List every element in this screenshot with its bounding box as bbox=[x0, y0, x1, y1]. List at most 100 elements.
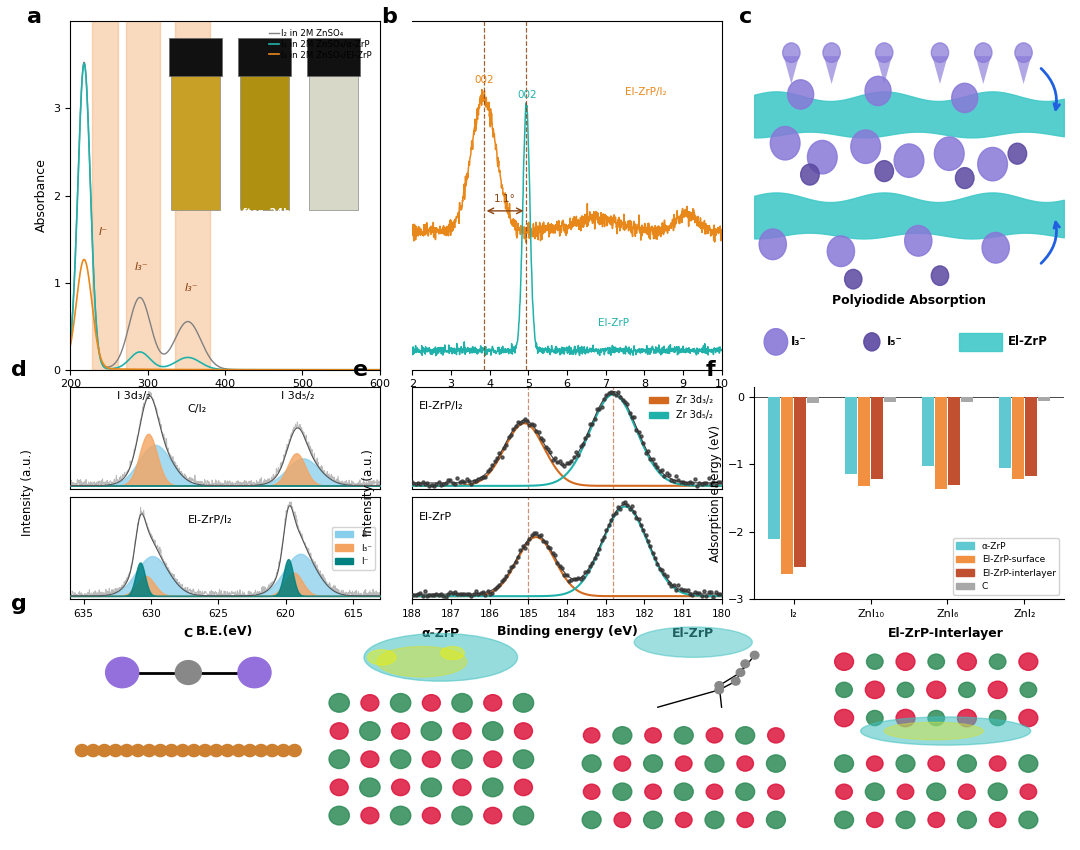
Point bbox=[474, 585, 491, 598]
Point bbox=[660, 576, 677, 590]
Point bbox=[665, 578, 683, 592]
Point bbox=[613, 394, 631, 407]
Point bbox=[549, 456, 566, 469]
I₂ in 2M ZnSO₄ bbox=[261, 365, 274, 375]
Text: 002: 002 bbox=[517, 90, 537, 100]
Point bbox=[718, 474, 735, 488]
Circle shape bbox=[106, 657, 138, 688]
Point bbox=[637, 528, 654, 541]
Point bbox=[621, 502, 638, 516]
Circle shape bbox=[361, 808, 379, 824]
I₂ in 2M ZnSO₄/El-ZrP bbox=[78, 254, 91, 264]
Point bbox=[674, 475, 691, 489]
Circle shape bbox=[644, 811, 662, 829]
Circle shape bbox=[255, 745, 268, 756]
Point bbox=[482, 587, 499, 601]
Point bbox=[528, 526, 545, 540]
Text: α-ZrP: α-ZrP bbox=[421, 627, 460, 640]
Polygon shape bbox=[824, 56, 839, 84]
Circle shape bbox=[768, 785, 784, 799]
Bar bbox=[1025, 397, 1037, 476]
Point bbox=[411, 477, 429, 490]
Point bbox=[639, 444, 657, 457]
Point bbox=[644, 452, 661, 466]
Circle shape bbox=[959, 785, 975, 799]
I₂ in 2M ZnSO₄/α-ZrP bbox=[78, 59, 91, 69]
Point bbox=[454, 587, 471, 601]
Point bbox=[656, 567, 673, 581]
Text: g: g bbox=[11, 593, 27, 614]
Circle shape bbox=[98, 745, 111, 756]
I₂ in 2M ZnSO₄/El-ZrP bbox=[252, 365, 265, 375]
Point bbox=[704, 590, 721, 604]
Point bbox=[551, 454, 568, 468]
Circle shape bbox=[391, 807, 410, 824]
Point bbox=[575, 570, 592, 584]
Point bbox=[546, 451, 564, 465]
Point bbox=[514, 539, 531, 552]
Point bbox=[651, 563, 669, 576]
Point bbox=[556, 568, 573, 581]
I₂ in 2M ZnSO₄/α-ZrP bbox=[244, 365, 257, 375]
Point bbox=[613, 496, 631, 510]
Bar bbox=[935, 397, 947, 489]
Point bbox=[686, 472, 703, 485]
Point bbox=[553, 457, 570, 471]
Point bbox=[686, 586, 703, 599]
Circle shape bbox=[199, 745, 212, 756]
Circle shape bbox=[329, 807, 349, 824]
Point bbox=[507, 555, 524, 569]
Point bbox=[518, 414, 536, 428]
Bar bbox=[885, 397, 896, 401]
Point bbox=[546, 548, 564, 562]
Point bbox=[442, 586, 459, 599]
Point bbox=[402, 473, 419, 487]
Point bbox=[551, 559, 568, 573]
Point bbox=[386, 586, 403, 600]
Point bbox=[444, 476, 461, 490]
Ellipse shape bbox=[861, 717, 1030, 745]
Circle shape bbox=[735, 783, 755, 801]
Circle shape bbox=[484, 694, 502, 711]
Point bbox=[619, 499, 636, 513]
Circle shape bbox=[1018, 755, 1038, 772]
Text: I₅⁻: I₅⁻ bbox=[888, 336, 903, 348]
Bar bbox=[999, 397, 1011, 468]
Text: e: e bbox=[353, 360, 368, 380]
Ellipse shape bbox=[364, 633, 517, 681]
Circle shape bbox=[582, 755, 602, 772]
Point bbox=[567, 445, 584, 458]
Point bbox=[456, 475, 473, 489]
Circle shape bbox=[865, 681, 885, 699]
Legend: Zr 3d₃/₂, Zr 3d₅/₂: Zr 3d₃/₂, Zr 3d₅/₂ bbox=[645, 392, 717, 424]
Ellipse shape bbox=[634, 627, 753, 657]
Circle shape bbox=[751, 651, 759, 659]
Point bbox=[542, 541, 559, 555]
Bar bbox=[781, 397, 793, 574]
Text: El-ZrP: El-ZrP bbox=[672, 627, 714, 640]
Point bbox=[611, 390, 629, 404]
Circle shape bbox=[153, 745, 167, 756]
I₂ in 2M ZnSO₄/El-ZrP bbox=[374, 365, 387, 375]
Point bbox=[409, 587, 427, 601]
Text: El-ZrP/I₂: El-ZrP/I₂ bbox=[418, 401, 463, 411]
Circle shape bbox=[765, 329, 787, 355]
Point bbox=[700, 586, 717, 599]
Circle shape bbox=[823, 42, 840, 62]
Circle shape bbox=[454, 722, 471, 740]
Point bbox=[688, 586, 705, 599]
Text: a: a bbox=[27, 8, 42, 27]
Point bbox=[530, 529, 548, 542]
Circle shape bbox=[737, 669, 745, 677]
Point bbox=[720, 480, 738, 494]
Point bbox=[516, 412, 534, 426]
Point bbox=[718, 586, 735, 600]
Circle shape bbox=[1021, 683, 1037, 698]
Circle shape bbox=[958, 653, 976, 671]
Point bbox=[595, 530, 612, 543]
Circle shape bbox=[109, 745, 122, 756]
Circle shape bbox=[451, 750, 472, 768]
Point bbox=[647, 552, 664, 565]
Circle shape bbox=[330, 722, 348, 740]
Text: Intensity (a.u.): Intensity (a.u.) bbox=[21, 450, 33, 536]
